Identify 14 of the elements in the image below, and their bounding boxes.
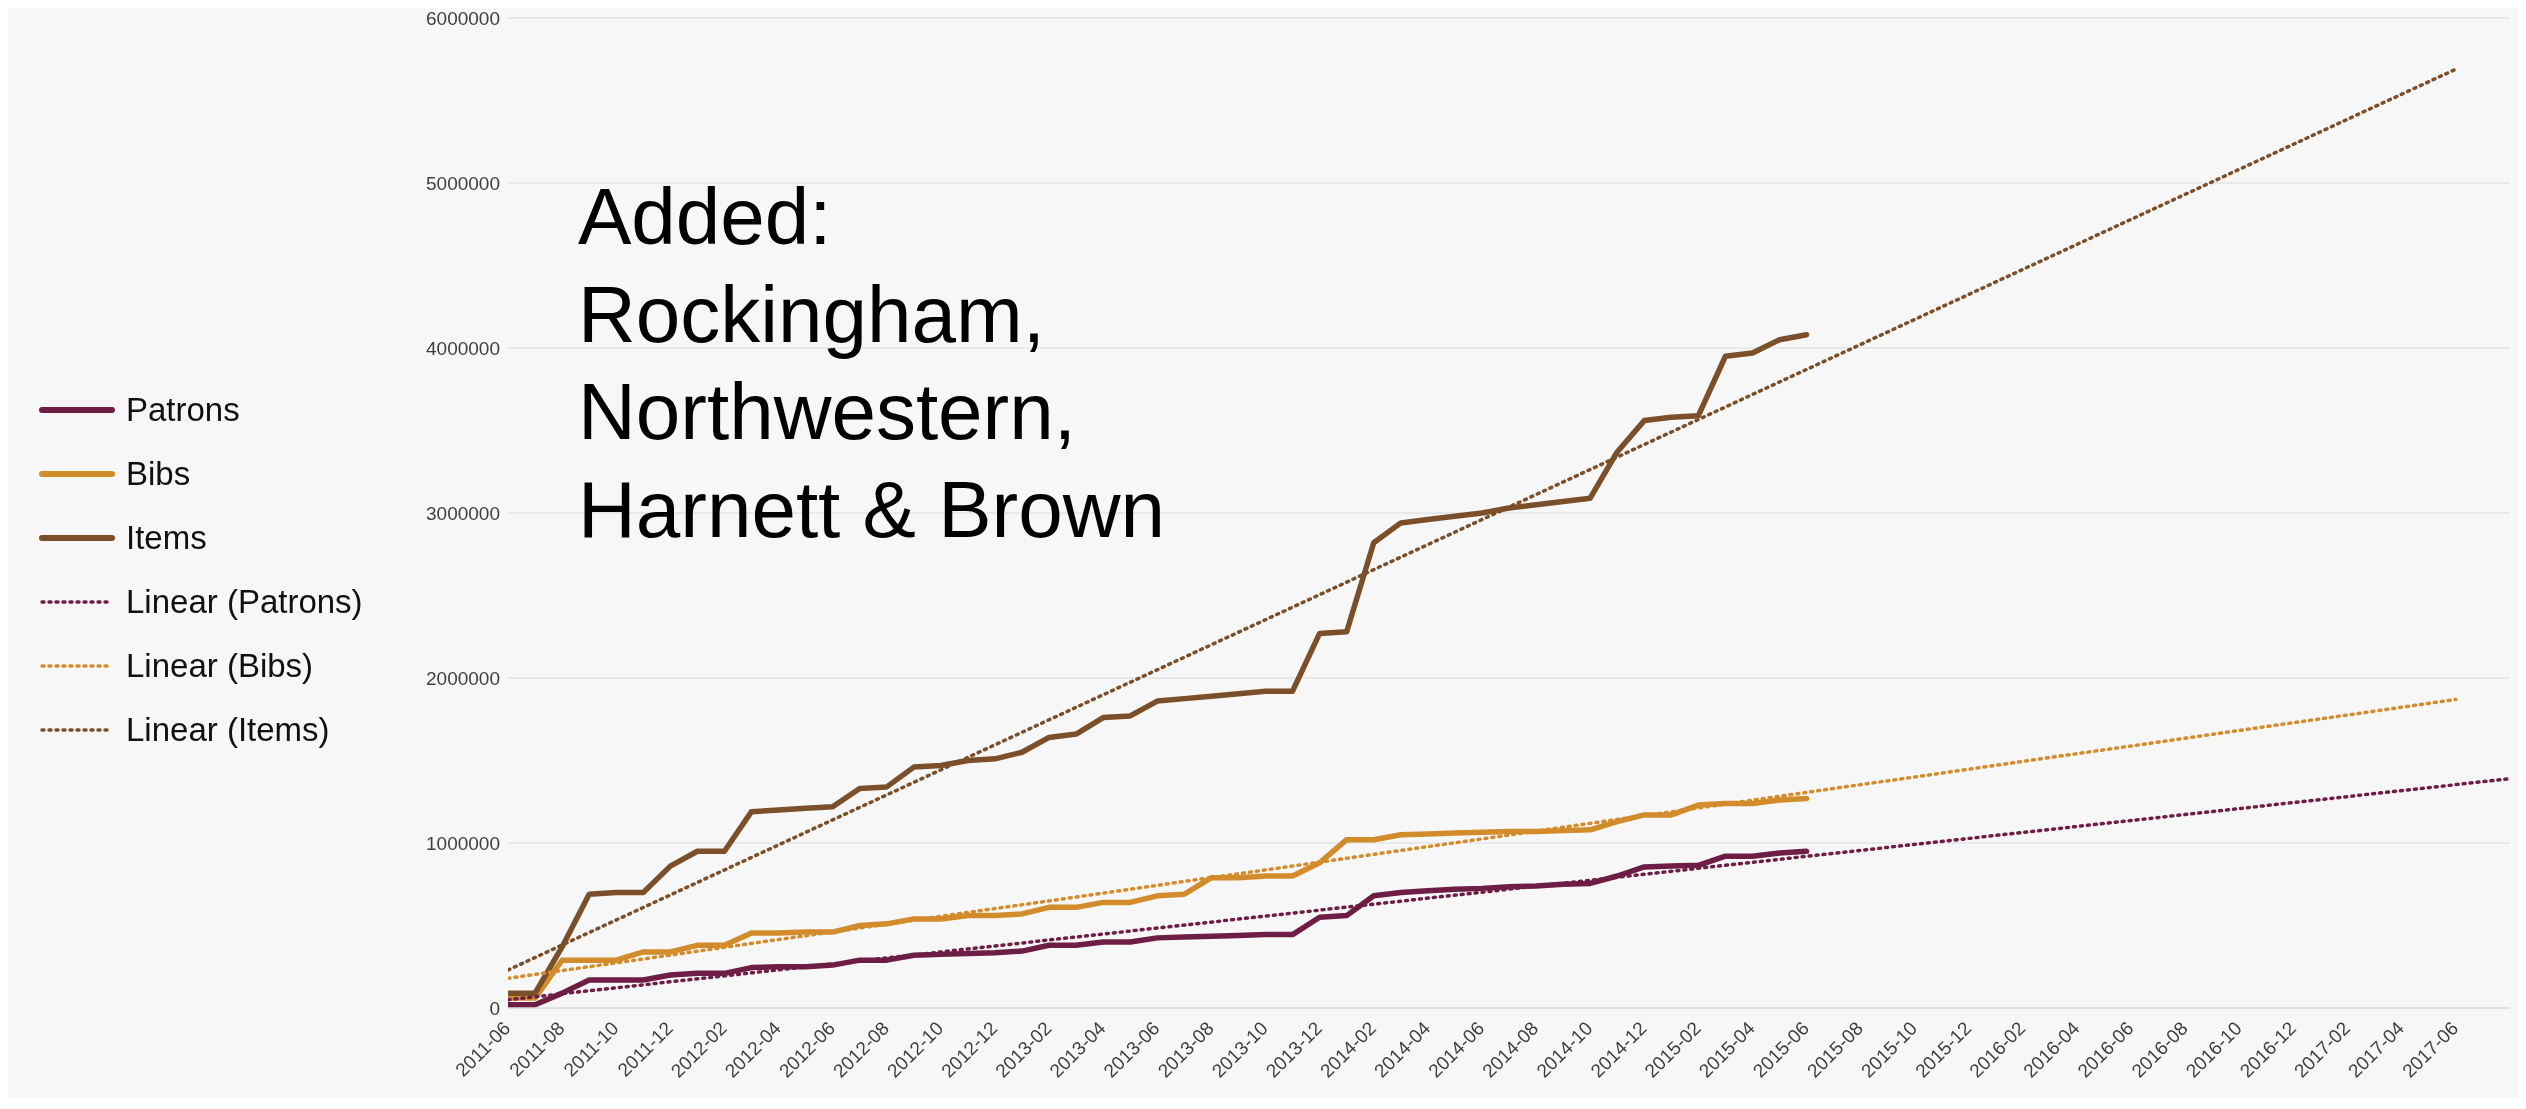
legend-label: Items: [126, 519, 207, 557]
legend-label: Bibs: [126, 455, 191, 493]
y-tick-label: 2000000: [426, 667, 500, 689]
y-tick-label: 5000000: [426, 172, 500, 194]
legend-label: Linear (Patrons): [126, 583, 363, 621]
y-tick-label: 3000000: [426, 502, 500, 524]
y-tick-label: 1000000: [426, 832, 500, 854]
y-tick-label: 6000000: [426, 7, 500, 29]
legend-label: Linear (Items): [126, 711, 330, 749]
legend-label: Linear (Bibs): [126, 647, 314, 685]
annotation: Added: Rockingham, Northwestern, Harnett & Brown: [578, 171, 1166, 556]
y-tick-label: 0: [489, 997, 500, 1019]
legend-label: Patrons: [126, 391, 240, 429]
y-tick-label: 4000000: [426, 337, 500, 359]
